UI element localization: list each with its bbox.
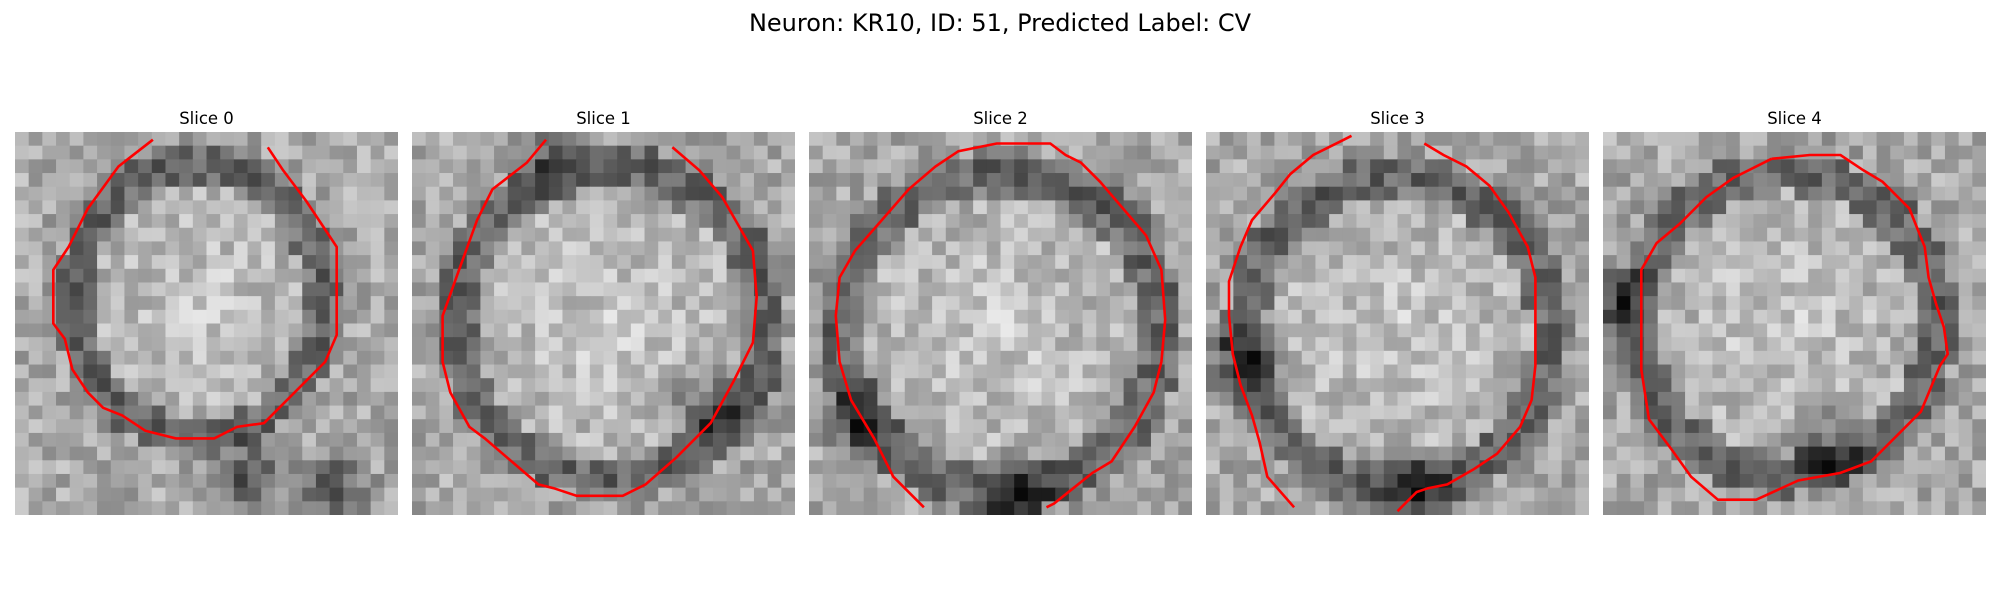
slice-panel-3: Slice 3	[1206, 108, 1589, 515]
slice-image	[412, 132, 795, 515]
pixel-grid	[1206, 132, 1589, 515]
slice-title: Slice 0	[179, 109, 234, 128]
segmentation-contour	[441, 138, 759, 498]
pixel-grid	[15, 132, 398, 515]
pixel-grid	[412, 132, 795, 515]
slice-image	[1206, 132, 1589, 515]
grayscale-slice-canvas	[809, 132, 1192, 515]
segmentation-contour	[834, 142, 1167, 509]
slice-image	[15, 132, 398, 515]
pixel-grid	[1603, 132, 1986, 515]
slice-title: Slice 4	[1767, 109, 1822, 128]
segmentation-contour	[51, 138, 339, 440]
slice-title: Slice 3	[1370, 109, 1425, 128]
slice-panel-2: Slice 2	[809, 108, 1192, 515]
slice-title: Slice 2	[973, 109, 1028, 128]
grayscale-slice-canvas	[15, 132, 398, 515]
figure-title: Neuron: KR10, ID: 51, Predicted Label: C…	[748, 9, 1252, 37]
slice-image	[1603, 132, 1986, 515]
pixel-grid	[809, 132, 1192, 515]
slice-title: Slice 1	[576, 109, 631, 128]
slice-panel-4: Slice 4	[1603, 108, 1986, 515]
segmentation-contour	[1227, 134, 1353, 509]
slice-panel-0: Slice 0	[15, 108, 398, 515]
slice-image	[809, 132, 1192, 515]
grayscale-slice-canvas	[1206, 132, 1589, 515]
segmentation-contour	[1396, 142, 1537, 513]
slice-panel-1: Slice 1	[412, 108, 795, 515]
grayscale-slice-canvas	[1603, 132, 1986, 515]
segmentation-contour	[1639, 153, 1950, 502]
grayscale-slice-canvas	[412, 132, 795, 515]
